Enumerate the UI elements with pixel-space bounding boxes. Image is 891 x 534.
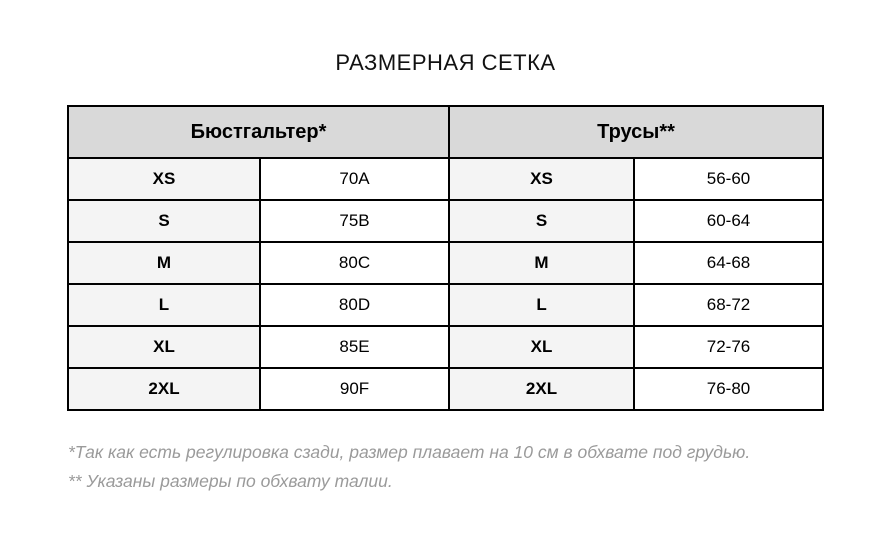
- panties-size-label: S: [448, 199, 636, 243]
- bra-size-value: 70A: [258, 157, 451, 201]
- panties-size-value: 76-80: [633, 367, 825, 411]
- bra-size-label: XS: [67, 157, 261, 201]
- footnote-panties: ** Указаны размеры по обхвату талии.: [68, 471, 393, 491]
- table-header-row: Бюстгальтер* Трусы**: [66, 105, 825, 159]
- bra-size-value: 80D: [258, 283, 451, 327]
- panties-size-value: 72-76: [633, 325, 825, 369]
- bra-size-label: XL: [67, 325, 261, 369]
- table-row: XS 70A XS 56-60: [67, 157, 825, 201]
- table-row: 2XL 90F 2XL 76-80: [67, 367, 825, 411]
- footnotes: *Так как есть регулировка сзади, размер …: [68, 438, 891, 496]
- size-table: Бюстгальтер* Трусы** XS 70A XS 56-60 S 7…: [66, 105, 825, 411]
- panties-size-value: 56-60: [633, 157, 825, 201]
- bra-size-label: S: [67, 199, 261, 243]
- page-title: РАЗМЕРНАЯ СЕТКА: [335, 50, 556, 75]
- table-row: XL 85E XL 72-76: [67, 325, 825, 369]
- footnote-bra: *Так как есть регулировка сзади, размер …: [68, 442, 751, 462]
- panties-size-label: L: [448, 283, 636, 327]
- panties-size-value: 68-72: [633, 283, 825, 327]
- bra-size-label: 2XL: [67, 367, 261, 411]
- table-row: S 75B S 60-64: [67, 199, 825, 243]
- panties-size-label: M: [448, 241, 636, 285]
- bra-size-label: M: [67, 241, 261, 285]
- table-row: L 80D L 68-72: [67, 283, 825, 327]
- bra-size-value: 75B: [258, 199, 451, 243]
- bra-size-value: 90F: [258, 367, 451, 411]
- bra-size-value: 85E: [258, 325, 451, 369]
- panties-size-label: XS: [448, 157, 636, 201]
- panties-size-value: 64-68: [633, 241, 825, 285]
- bra-size-label: L: [67, 283, 261, 327]
- table-row: M 80C M 64-68: [67, 241, 825, 285]
- header-cell-panties: Трусы**: [448, 105, 825, 159]
- panties-size-label: XL: [448, 325, 636, 369]
- header-cell-bra: Бюстгальтер*: [66, 105, 451, 159]
- panties-size-label: 2XL: [448, 367, 636, 411]
- bra-size-value: 80C: [258, 241, 451, 285]
- panties-size-value: 60-64: [633, 199, 825, 243]
